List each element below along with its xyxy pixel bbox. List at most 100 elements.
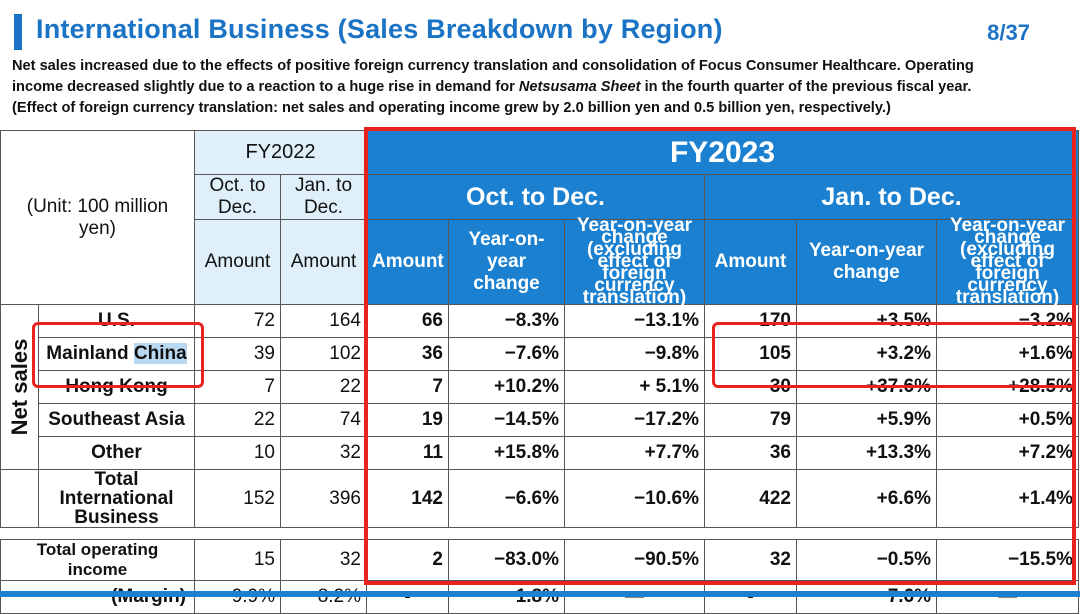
cell: 9.9% — [194, 580, 281, 614]
cell: 396 — [280, 469, 367, 528]
cell: - — [704, 580, 797, 614]
q-amount-header: Amount — [366, 219, 449, 305]
cell: 8.2% — [280, 580, 367, 614]
cell: +28.5% — [935, 370, 1080, 404]
net-sales-label-cell: Net sales — [0, 304, 39, 470]
fy2022-q-amount-header: Amount — [194, 219, 281, 305]
description: Net sales increased due to the effects o… — [12, 56, 1074, 119]
fy2023-oct-dec-header: Oct. to Dec. — [366, 174, 705, 220]
cell: −83.0% — [448, 539, 565, 581]
fy2022-y-amount-header: Amount — [280, 219, 367, 305]
cell: 11 — [366, 436, 449, 470]
cell: −3.2% — [935, 304, 1080, 338]
selected-text: China — [133, 343, 187, 364]
cell: −13.1% — [564, 304, 705, 338]
cell: 7 — [194, 370, 281, 404]
net-sales-label: Net sales — [6, 338, 32, 436]
cell: 30 — [704, 370, 797, 404]
cell: +5.9% — [796, 403, 937, 437]
table-row: Other 10 32 11 +15.8% +7.7% 36 +13.3% +7… — [1, 436, 1080, 470]
cell: - — [366, 580, 449, 614]
description-line-1: Net sales increased due to the effects o… — [12, 58, 974, 74]
page-number: 8/37 — [987, 20, 1030, 45]
row-label: Other — [38, 436, 195, 470]
fy2023-header: FY2023 — [365, 130, 1080, 175]
cell: +15.8% — [448, 436, 565, 470]
table-row: Hong Kong 7 22 7 +10.2% + 5.1% 30 +37.6%… — [1, 370, 1080, 404]
cell: −10.6% — [564, 469, 705, 528]
cell: 105 — [704, 337, 797, 371]
cell: +13.3% — [796, 436, 937, 470]
gap-cell — [0, 527, 1079, 540]
y-yoy-header: Year-on-year change — [796, 219, 937, 305]
description-text: income decreased slightly due to a react… — [12, 79, 519, 95]
sales-table: (Unit: 100 million yen) FY2022 FY2023 Oc… — [0, 130, 1080, 614]
cell: 7.6% — [796, 580, 937, 614]
y-amount-header: Amount — [704, 219, 797, 305]
margin-row: (Margin) 9.9% 8.2% - 1.8% — - 7.6% — — [0, 580, 1080, 614]
cell: −90.5% — [564, 539, 705, 581]
cell: 2 — [366, 539, 449, 581]
table-row: Southeast Asia 22 74 19 −14.5% −17.2% 79… — [1, 403, 1080, 437]
cell: 79 — [704, 403, 797, 437]
cell: −17.2% — [564, 403, 705, 437]
cell: 10 — [194, 436, 281, 470]
bottom-band — [0, 591, 1080, 597]
cell: +37.6% — [796, 370, 937, 404]
cell: +7.7% — [564, 436, 705, 470]
row-label: Total operating income — [0, 539, 195, 581]
cell: −6.6% — [448, 469, 565, 528]
cell: 72 — [194, 304, 281, 338]
cell: +6.6% — [796, 469, 937, 528]
cell: 102 — [280, 337, 367, 371]
cell: 22 — [194, 403, 281, 437]
operating-income-row: Total operating income 15 32 2 −83.0% −9… — [0, 539, 1080, 581]
cell: −15.5% — [935, 539, 1080, 581]
cell: −7.6% — [448, 337, 565, 371]
cell: 422 — [704, 469, 797, 528]
cell: + 5.1% — [564, 370, 705, 404]
row-label: Hong Kong — [38, 370, 195, 404]
cell: +10.2% — [448, 370, 565, 404]
cell: +3.5% — [796, 304, 937, 338]
q-yoy-ex-header: Year-on-year change (excluding effect of… — [564, 216, 705, 307]
y-yoy-ex-header: Year-on-year change (excluding effect of… — [935, 216, 1080, 307]
gap-row — [0, 527, 1079, 540]
unit-label: (Unit: 100 million yen) — [0, 130, 195, 305]
row-label: Total International Business — [38, 469, 195, 528]
cell: 32 — [280, 539, 367, 581]
description-line-3: (Effect of foreign currency translation:… — [12, 100, 891, 116]
cell: 22 — [280, 370, 367, 404]
page-title: International Business (Sales Breakdown … — [36, 14, 723, 44]
cell: +1.4% — [935, 469, 1080, 528]
table-row: Mainland China 39 102 36 −7.6% −9.8% 105… — [1, 337, 1080, 371]
total-row: Total International Business 152 396 142… — [0, 469, 1080, 528]
cell: −9.8% — [564, 337, 705, 371]
fy2022-jan-dec-header: Jan. to Dec. — [280, 174, 367, 220]
cell: 32 — [280, 436, 367, 470]
q-yoy-header: Year-on-year change — [448, 219, 565, 305]
cell: −0.5% — [796, 539, 937, 581]
description-line-2: income decreased slightly due to a react… — [12, 77, 1074, 98]
cell: 66 — [366, 304, 449, 338]
cell: 32 — [704, 539, 797, 581]
cell: 7 — [366, 370, 449, 404]
description-text: in the fourth quarter of the previous fi… — [640, 79, 972, 95]
cell: +3.2% — [796, 337, 937, 371]
fy2023-jan-dec-header: Jan. to Dec. — [703, 174, 1080, 220]
cell: 74 — [280, 403, 367, 437]
cell: — — [564, 580, 705, 614]
product-name: Netsusama Sheet — [518, 79, 641, 95]
row-label: U.S. — [38, 304, 195, 338]
fy2022-oct-dec-header: Oct. to Dec. — [194, 174, 281, 220]
row-label-text: Mainland — [46, 343, 134, 364]
row-label: Mainland China — [38, 337, 195, 371]
cell: +7.2% — [935, 436, 1080, 470]
cell: −8.3% — [448, 304, 565, 338]
cell: 19 — [366, 403, 449, 437]
table-row: Net sales U.S. 72 164 66 −8.3% −13.1% 17… — [0, 304, 1080, 470]
row-label: (Margin) — [0, 580, 195, 614]
cell: — — [935, 580, 1080, 614]
spacer-cell — [0, 469, 39, 528]
title-accent-bar — [14, 14, 22, 50]
